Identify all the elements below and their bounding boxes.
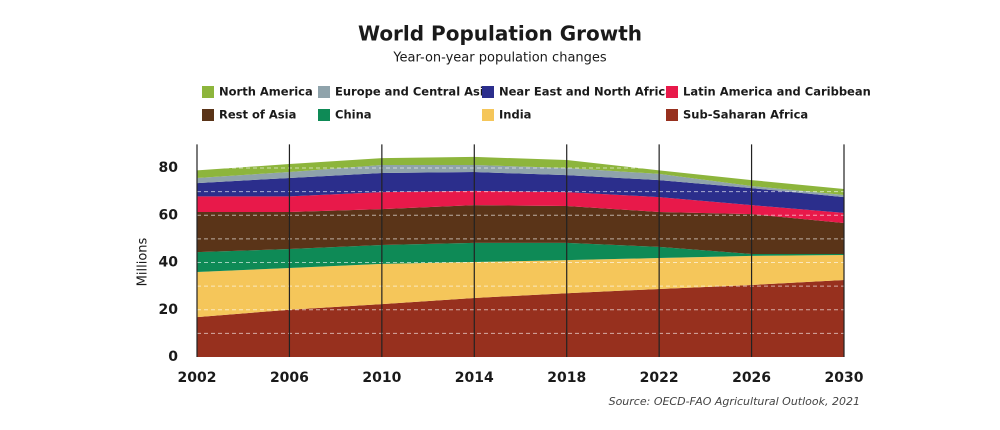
y-axis-label: Millions bbox=[136, 237, 151, 286]
area bbox=[197, 205, 844, 255]
x-tick-label: 2026 bbox=[732, 370, 771, 386]
area bbox=[197, 156, 844, 195]
legend-label: China bbox=[335, 108, 372, 122]
legend-label: India bbox=[499, 108, 531, 122]
chart-subtitle: Year-on-year population changes bbox=[392, 51, 607, 66]
legend-label: Near East and North Africa bbox=[499, 85, 673, 99]
y-tick-label: 20 bbox=[159, 302, 179, 318]
x-tick-label: 2030 bbox=[825, 370, 864, 386]
area bbox=[197, 172, 844, 213]
x-tick-label: 2014 bbox=[455, 370, 494, 386]
x-tick-label: 2010 bbox=[362, 370, 401, 386]
legend-label: Latin America and Caribbean bbox=[683, 85, 871, 99]
legend-label: Rest of Asia bbox=[219, 108, 296, 122]
legend-swatch bbox=[202, 86, 214, 98]
legend-label: North America bbox=[219, 85, 313, 99]
y-tick-label: 0 bbox=[168, 349, 178, 365]
x-tick-label: 2022 bbox=[640, 370, 679, 386]
area bbox=[197, 190, 844, 224]
legend-swatch bbox=[666, 86, 678, 98]
legend-swatch bbox=[666, 109, 678, 121]
source-note: Source: OECD-FAO Agricultural Outlook, 2… bbox=[609, 395, 860, 408]
legend-swatch bbox=[482, 109, 494, 121]
legend-swatch bbox=[202, 109, 214, 121]
legend-label: Europe and Central Asia bbox=[335, 85, 492, 99]
area bbox=[197, 279, 844, 357]
y-tick-label: 60 bbox=[159, 207, 179, 223]
legend-label: Sub-Saharan Africa bbox=[683, 108, 808, 122]
x-tick-label: 2018 bbox=[547, 370, 586, 386]
x-tick-label: 2006 bbox=[270, 370, 309, 386]
chart-title: World Population Growth bbox=[358, 22, 642, 46]
y-tick-label: 80 bbox=[159, 160, 179, 176]
area bbox=[197, 242, 844, 272]
y-tick-label: 40 bbox=[159, 255, 179, 271]
legend-swatch bbox=[482, 86, 494, 98]
legend-swatch bbox=[318, 109, 330, 121]
legend-swatch bbox=[318, 86, 330, 98]
area bbox=[197, 164, 844, 198]
x-tick-label: 2002 bbox=[178, 370, 217, 386]
